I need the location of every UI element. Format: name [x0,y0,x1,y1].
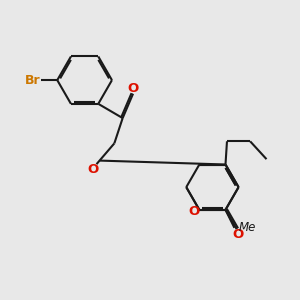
Text: O: O [87,163,99,176]
Text: O: O [188,205,200,218]
Text: Me: Me [239,221,256,234]
Text: O: O [232,228,244,241]
Text: Br: Br [24,74,40,87]
Text: O: O [128,82,139,95]
